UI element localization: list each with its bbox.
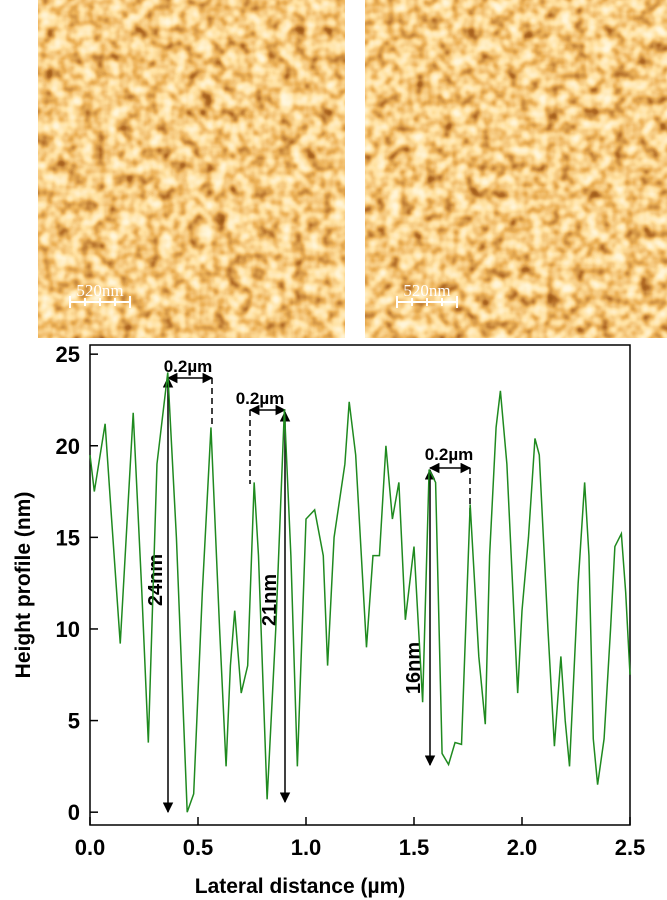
- line-series: [89, 372, 631, 813]
- y-tick-label: 20: [56, 434, 80, 459]
- y-tick-label: 10: [56, 617, 80, 642]
- y-tick-label: 15: [56, 525, 80, 550]
- scale-bar: [69, 296, 458, 308]
- annotation: 24nm: [145, 554, 167, 606]
- x-tick-label: 2.0: [507, 835, 538, 860]
- scale-label: 520nm: [76, 281, 123, 300]
- y-tick-label: 25: [56, 342, 80, 367]
- annotation: 0.2µm: [236, 389, 285, 408]
- afm-image: [38, 0, 345, 338]
- plot-frame: [89, 344, 631, 826]
- x-tick-label: 1.5: [399, 835, 430, 860]
- y-tick-label: 5: [68, 709, 80, 734]
- annotation-arrows: [162, 372, 472, 814]
- scale-label: 520nm: [403, 281, 450, 300]
- x-tick-label: 2.5: [615, 835, 646, 860]
- y-tick-label: 0: [68, 800, 80, 825]
- annotation: 0.2µm: [164, 357, 213, 376]
- x-tick-label: 0.0: [75, 835, 106, 860]
- afm-image: [365, 0, 667, 338]
- y-axis-title: Height profile (nm): [12, 492, 35, 679]
- annotation: 21nm: [259, 574, 281, 626]
- x-tick-label: 1.0: [291, 835, 322, 860]
- x-axis-title: Lateral distance (µm): [195, 875, 406, 898]
- annotation: 0.2µm: [425, 445, 474, 464]
- x-tick-label: 0.5: [183, 835, 214, 860]
